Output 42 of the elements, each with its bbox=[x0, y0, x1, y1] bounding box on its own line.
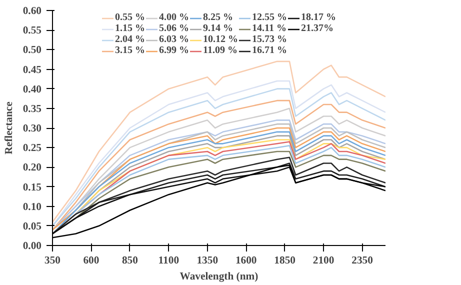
legend-label: 6.03 % bbox=[159, 34, 189, 45]
y-tick-label: 0.20 bbox=[22, 162, 42, 174]
y-axis-title: Reflectance bbox=[4, 101, 15, 154]
legend-label: 4.00 % bbox=[159, 12, 189, 23]
x-tick-label: 600 bbox=[83, 256, 100, 266]
legend-label: 11.09 % bbox=[203, 45, 238, 56]
legend-label: 2.04 % bbox=[115, 34, 145, 45]
y-tick-label: 0.30 bbox=[22, 124, 42, 134]
legend-label: 10.12 % bbox=[203, 34, 238, 45]
legend-label: 5.06 % bbox=[159, 23, 189, 34]
legend-label: 1.15 % bbox=[115, 23, 145, 34]
y-tick-label: 0.45 bbox=[22, 64, 42, 76]
y-tick-label: 0.10 bbox=[22, 202, 42, 213]
legend-label: 15.73 % bbox=[252, 34, 287, 45]
legend-label: 12.55 % bbox=[252, 12, 287, 23]
x-tick-label: 2350 bbox=[352, 256, 373, 266]
legend-label: 18.17 % bbox=[301, 12, 336, 23]
y-tick-label: 0.25 bbox=[22, 143, 42, 154]
x-tick-label: 1100 bbox=[158, 256, 180, 266]
legend-label: 0.55 % bbox=[115, 12, 145, 23]
y-tick-label: 0.60 bbox=[22, 6, 42, 17]
y-tick-label: 0.05 bbox=[22, 221, 42, 232]
legend-label: 8.25 % bbox=[203, 12, 233, 23]
y-tick-label: 0.00 bbox=[22, 241, 42, 252]
x-tick-label: 850 bbox=[122, 256, 138, 266]
legend-label: 9.14 % bbox=[203, 23, 233, 34]
y-tick-label: 0.50 bbox=[22, 45, 42, 56]
x-tick-label: 1850 bbox=[274, 256, 296, 266]
legend-label: 3.15 % bbox=[115, 45, 145, 56]
x-tick-label: 1350 bbox=[196, 256, 218, 266]
x-tick-label: 1600 bbox=[235, 256, 257, 266]
y-tick-label: 0.35 bbox=[22, 104, 42, 115]
x-axis-title: Wavelength (nm) bbox=[180, 272, 259, 282]
legend-label: 16.71 % bbox=[252, 45, 287, 56]
y-tick-label: 0.40 bbox=[22, 84, 42, 96]
legend-label: 14.11 % bbox=[252, 23, 286, 34]
y-tick-label: 0.15 bbox=[22, 182, 42, 194]
legend-label: 21.37% bbox=[301, 23, 334, 34]
legend-label: 6.99 % bbox=[159, 45, 189, 56]
y-tick-label: 0.55 bbox=[22, 26, 42, 37]
x-tick-label: 350 bbox=[44, 256, 60, 266]
x-tick-label: 2100 bbox=[312, 256, 334, 266]
